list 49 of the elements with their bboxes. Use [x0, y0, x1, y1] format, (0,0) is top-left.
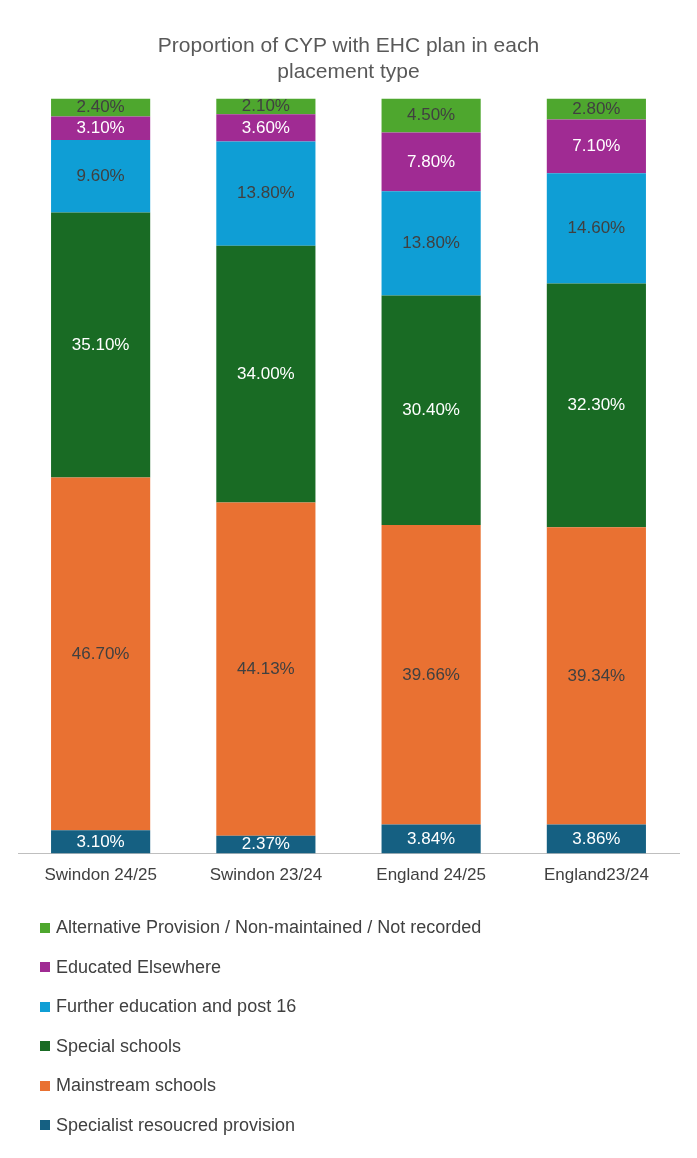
bar — [51, 139, 151, 213]
bar — [51, 212, 151, 478]
bar — [546, 173, 646, 284]
data-label: 34.00% — [237, 363, 295, 383]
data-label: 13.80% — [237, 183, 295, 203]
bar — [381, 191, 481, 296]
chart-title: Proportion of CYP with EHC plan in each placement type — [157, 33, 540, 82]
bar — [546, 283, 646, 528]
data-label: 7.80% — [407, 151, 456, 171]
data-label: 44.13% — [237, 658, 295, 678]
data-label: 7.10% — [572, 136, 621, 156]
bar — [216, 141, 316, 246]
data-label: 3.10% — [76, 117, 125, 137]
data-label: 2.37% — [241, 834, 290, 854]
bar — [216, 502, 316, 836]
data-label: 2.40% — [76, 97, 125, 117]
bar — [546, 527, 646, 825]
bar — [381, 295, 481, 526]
data-label: 35.10% — [71, 334, 130, 354]
data-label: 32.30% — [567, 395, 626, 415]
x-tick-label: Swindon 23/24 — [209, 865, 323, 885]
data-label: 2.80% — [572, 98, 621, 118]
legend-label: Further education and post 16 — [56, 996, 297, 1018]
bar — [546, 119, 646, 174]
data-label: 9.60% — [76, 165, 125, 185]
data-label: 46.70% — [71, 643, 130, 663]
data-label: 14.60% — [567, 217, 626, 237]
data-label: 13.80% — [402, 233, 460, 253]
legend-label: Specialist resoucred provision — [56, 1114, 296, 1136]
data-label: 2.10% — [241, 96, 290, 116]
data-label: 39.34% — [567, 665, 626, 685]
data-label: 3.10% — [76, 831, 125, 851]
legend-label: Alternative Provision / Non-maintained / Not recorded — [56, 917, 482, 939]
data-label: 3.84% — [407, 828, 456, 848]
data-label: 4.50% — [407, 105, 456, 125]
legend-label: Special schools — [56, 1035, 182, 1057]
bar — [381, 525, 481, 825]
bar — [51, 477, 151, 831]
data-label: 3.86% — [572, 828, 621, 848]
x-tick-label: England 24/25 — [376, 865, 486, 885]
legend-label: Mainstream schools — [56, 1075, 217, 1097]
legend-label: Educated Elsewhere — [56, 956, 222, 978]
bar — [216, 245, 316, 503]
bar — [381, 132, 481, 192]
x-tick-label: England23/24 — [543, 865, 649, 885]
data-label: 39.66% — [402, 664, 460, 684]
x-tick-label: Swindon 24/25 — [44, 865, 157, 885]
data-label: 30.40% — [402, 399, 460, 419]
data-label: 3.60% — [241, 117, 290, 137]
